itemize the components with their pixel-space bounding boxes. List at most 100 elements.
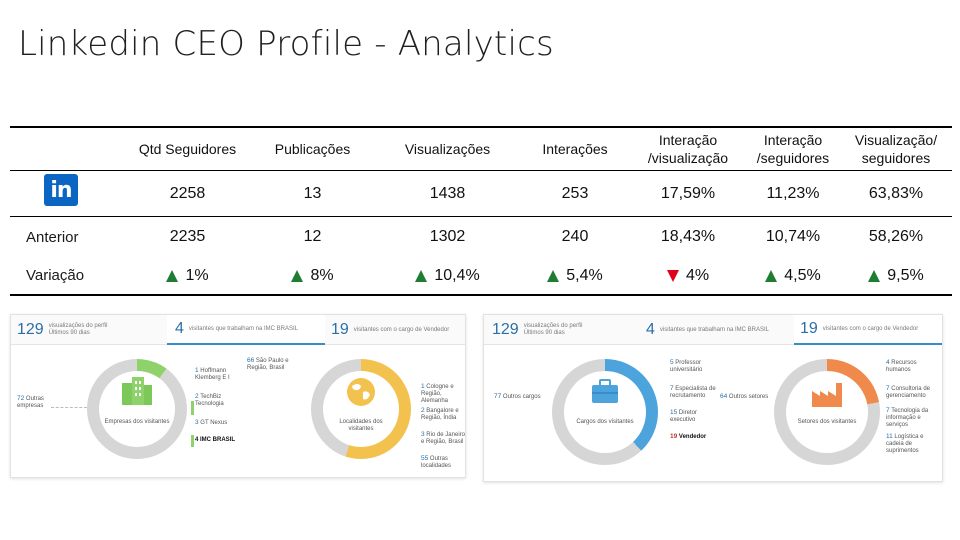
legend-role-3: 15 Diretor executivo bbox=[670, 409, 720, 424]
legend-text: Outras empresas bbox=[17, 396, 44, 409]
legend-text: São Paulo e Região, Brasil bbox=[247, 358, 289, 371]
legend-text: Diretor executivo bbox=[670, 410, 697, 423]
legend-text: Cologne e Região, Alemanha bbox=[421, 384, 454, 404]
variacao-publicacoes: 8% bbox=[250, 257, 375, 294]
current-seguidores: 2258 bbox=[169, 184, 206, 202]
table-header-divider bbox=[10, 170, 952, 171]
anterior-visualizacao-seguidores: 58,26% bbox=[868, 228, 924, 245]
variation-arrow-icon bbox=[291, 269, 304, 282]
variation-arrow-icon bbox=[765, 269, 778, 282]
legend-text: Rio de Janeiro e Região, Brasil bbox=[421, 432, 465, 445]
stat-caption: visualizações do perfil Últimos 90 dias bbox=[48, 323, 108, 336]
legend-text: Recursos humanos bbox=[886, 360, 917, 373]
variacao-value: 10,4% bbox=[434, 266, 480, 284]
variacao-value: 1% bbox=[185, 266, 209, 284]
legend-industry-2: 7 Consultoria de gerenciamento bbox=[886, 385, 942, 400]
variation-arrow-icon bbox=[415, 269, 428, 282]
legend-number: 66 bbox=[247, 357, 255, 364]
variacao-value: 4,5% bbox=[784, 266, 821, 284]
current-interacao-seguidores: 11,23% bbox=[766, 184, 820, 202]
donut-caption: Empresas dos visitantes bbox=[104, 419, 170, 425]
stat-caption: visitantes com o cargo de Vendedor bbox=[822, 325, 919, 332]
legend-location-top: 66 São Paulo e Região, Brasil bbox=[247, 357, 303, 372]
building-icon bbox=[122, 377, 152, 405]
variacao-value: 9,5% bbox=[887, 266, 924, 284]
legend-text: Professor universitário bbox=[670, 360, 703, 373]
profile-views-panel-left: 129 visualizações do perfil Últimos 90 d… bbox=[10, 314, 466, 478]
legend-number: 3 bbox=[421, 431, 425, 438]
legend-industry-1: 4 Recursos humanos bbox=[886, 359, 942, 374]
variacao-value: 5,4% bbox=[566, 266, 603, 284]
variacao-interacoes: 5,4% bbox=[520, 257, 630, 294]
stat-role-visitors[interactable]: 19 visitantes com o cargo de Vendedor bbox=[327, 315, 465, 345]
legend-location-other: 55 Outras localidades bbox=[421, 455, 465, 470]
stat-number: 4 bbox=[175, 320, 184, 337]
anterior-interacao-visualizacao: 18,43% bbox=[660, 228, 716, 245]
header-interacao-visualizacao: Interação /visualização bbox=[647, 132, 729, 166]
stat-number: 4 bbox=[646, 321, 655, 338]
current-visualizacoes: 1438 bbox=[429, 184, 466, 202]
current-interacoes: 253 bbox=[561, 184, 589, 202]
legend-number: 4 bbox=[886, 359, 890, 366]
panel-header: 129 visualizações do perfil Últimos 90 d… bbox=[11, 315, 465, 345]
stat-caption: visitantes com o cargo de Vendedor bbox=[353, 326, 450, 333]
legend-text: IMC BRASIL bbox=[200, 437, 236, 443]
variacao-value: 4% bbox=[685, 266, 710, 284]
stat-profile-views[interactable]: 129 visualizações do perfil Últimos 90 d… bbox=[492, 315, 642, 345]
legend-industry-3: 7 Tecnologia da informação e serviços bbox=[886, 407, 942, 429]
anterior-visualizacoes: 1302 bbox=[429, 228, 466, 245]
header-interacao-seguidores: Interação /seguidores bbox=[756, 132, 830, 166]
legend-role-1: 5 Professor universitário bbox=[670, 359, 720, 374]
header-interacoes: Interações bbox=[542, 141, 608, 157]
panel-header: 129 visualizações do perfil Últimos 90 d… bbox=[484, 315, 942, 345]
legend-number: 5 bbox=[670, 359, 674, 366]
globe-icon bbox=[347, 378, 375, 406]
legend-industry-4: 11 Logística e cadeia de suprimentos bbox=[886, 433, 942, 455]
legend-number: 64 bbox=[720, 393, 728, 400]
legend-text: Especialista de recrutamento bbox=[670, 386, 716, 399]
anterior-interacoes: 240 bbox=[561, 228, 589, 245]
stat-number: 129 bbox=[17, 321, 44, 338]
current-publicacoes: 13 bbox=[303, 184, 322, 202]
table-bottom-border bbox=[10, 294, 952, 296]
row-label-variacao: Variação bbox=[26, 267, 85, 284]
legend-number: 15 bbox=[670, 409, 678, 416]
roles-donut bbox=[552, 359, 658, 465]
legend-text: Bangalore e Região, Índia bbox=[421, 408, 459, 421]
anterior-interacao-seguidores: 10,74% bbox=[765, 228, 821, 245]
variacao-interacao-visualizacao: 4% bbox=[630, 257, 746, 294]
factory-icon bbox=[812, 383, 842, 407]
variacao-visualizacoes: 10,4% bbox=[375, 257, 520, 294]
row-label-anterior: Anterior bbox=[26, 228, 79, 246]
header-visualizacoes: Visualizações bbox=[404, 141, 491, 157]
variacao-seguidores: 1% bbox=[125, 257, 250, 294]
legend-number: 7 bbox=[886, 385, 890, 392]
legend-location-3: 3 Rio de Janeiro e Região, Brasil bbox=[421, 431, 465, 446]
anterior-publicacoes: 12 bbox=[303, 228, 322, 245]
stat-caption: visitantes que trabalham na IMC BRASIL bbox=[188, 325, 298, 332]
stat-profile-views[interactable]: 129 visualizações do perfil Últimos 90 d… bbox=[17, 315, 167, 345]
legend-number: 72 bbox=[17, 395, 25, 402]
legend-number: 4 bbox=[195, 437, 199, 443]
legend-text: Hoffmann Klemberg E I bbox=[195, 368, 230, 381]
linkedin-icon: in bbox=[44, 174, 78, 206]
stat-number: 129 bbox=[492, 321, 519, 338]
header-qtd-seguidores: Qtd Seguidores bbox=[138, 141, 237, 157]
legend-role-4: 19 Vendedor bbox=[670, 433, 726, 441]
legend-number: 7 bbox=[886, 407, 890, 414]
variation-arrow-icon bbox=[166, 269, 179, 282]
locations-donut bbox=[311, 359, 411, 459]
header-publicacoes: Publicações bbox=[274, 141, 351, 157]
legend-text: GT Nexus bbox=[200, 420, 228, 426]
table-top-border bbox=[10, 126, 952, 128]
variation-arrow-icon bbox=[666, 269, 679, 282]
legend-location-1: 1 Cologne e Região, Alemanha bbox=[421, 383, 465, 405]
stat-company-visitors[interactable]: 4 visitantes que trabalham na IMC BRASIL bbox=[167, 315, 325, 345]
stat-number: 19 bbox=[331, 321, 349, 338]
legend-company-1: 1 Hoffmann Klemberg E I bbox=[195, 367, 245, 382]
legend-number: 3 bbox=[195, 419, 199, 426]
stat-role-visitors[interactable]: 19 visitantes com o cargo de Vendedor bbox=[794, 315, 942, 345]
variacao-interacao-seguidores: 4,5% bbox=[746, 257, 840, 294]
stat-company-visitors[interactable]: 4 visitantes que trabalham na IMC BRASIL bbox=[642, 315, 792, 345]
header-visualizacao-seguidores: Visualização/ seguidores bbox=[854, 132, 938, 166]
